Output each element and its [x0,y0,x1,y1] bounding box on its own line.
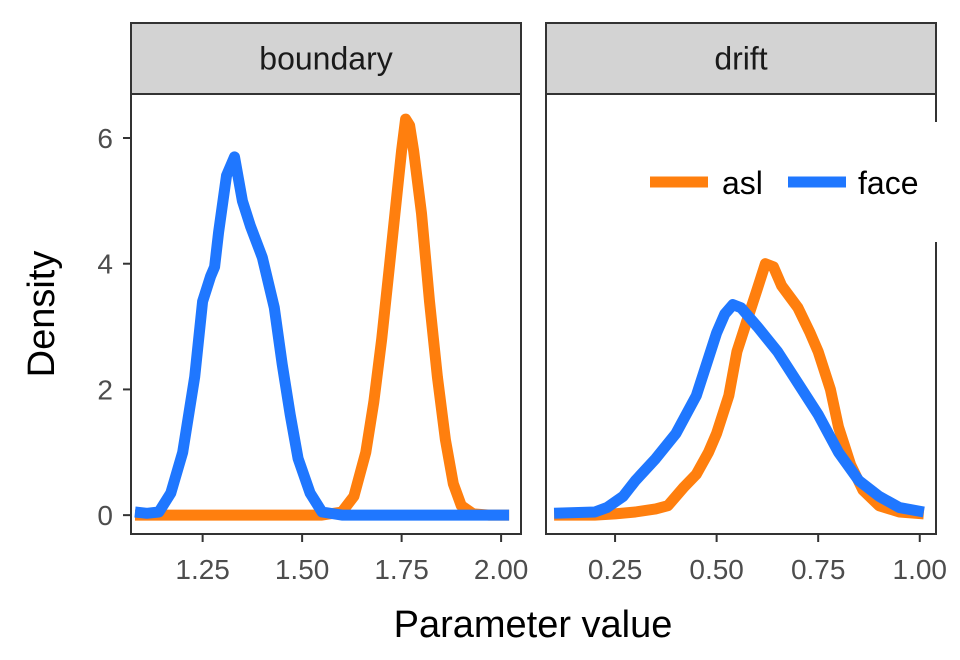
panel-border [130,93,522,535]
density-line-face [134,151,510,521]
y-tick-label: 6 [97,123,113,154]
density-line-asl [554,258,925,521]
legend-label-face: face [858,165,918,201]
x-tick-label: 1.00 [893,554,948,585]
strip-label: boundary [259,41,392,77]
y-tick-label: 0 [97,500,113,531]
x-tick-label: 0.50 [689,554,744,585]
y-tick-label: 4 [97,249,113,280]
density-line-face [553,299,925,519]
legend-label-asl: asl [722,165,763,201]
x-tick-label: 2.00 [474,554,529,585]
panel-drift: drift 0.25 0.50 0.75 1.00 [545,22,948,585]
panel-boundary: boundary 1.25 1.50 1.75 2.00 0 2 4 6 [97,22,529,585]
x-tick-label: 1.25 [175,554,230,585]
strip-background [130,22,522,95]
legend: asl face [630,122,940,242]
x-tick-label: 1.50 [275,554,330,585]
strip-background [545,22,937,95]
strip-label: drift [714,41,767,77]
x-axis-title: Parameter value [394,604,673,646]
y-tick-label: 2 [97,374,113,405]
density-line-asl [135,113,510,521]
x-tick-label: 1.75 [374,554,429,585]
x-tick-label: 0.25 [588,554,643,585]
y-axis-title: Density [21,251,63,378]
x-tick-label: 0.75 [791,554,846,585]
